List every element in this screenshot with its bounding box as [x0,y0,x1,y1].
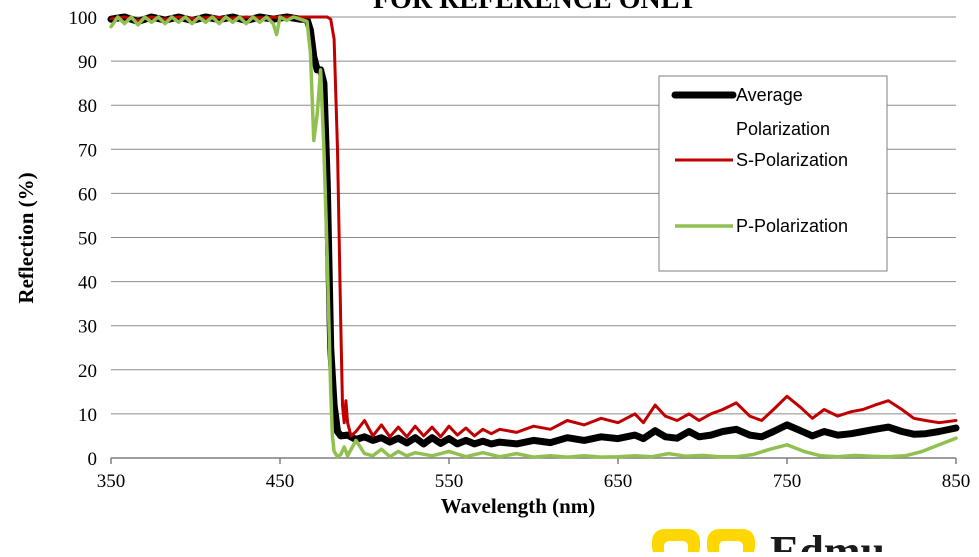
series-line-p [109,15,958,459]
legend: Average Polarization S-Polarization P-Po… [658,75,888,272]
legend-label-s: S-Polarization [736,150,848,170]
x-tick-label: 750 [773,471,802,492]
y-tick-label: 30 [78,317,97,338]
x-tick-label: 550 [435,471,464,492]
chart-title: FOR REFERENCE ONLY [373,0,697,15]
x-tick-label: 350 [97,471,126,492]
y-tick-label: 60 [78,184,97,205]
y-tick-label: 100 [69,8,98,29]
y-tick-label: 50 [78,229,97,250]
y-tick-label: 80 [78,96,97,117]
y-tick-label: 70 [78,140,97,161]
y-tick-label: 20 [78,361,97,382]
y-tick-labels: 0 10 20 30 40 50 60 70 80 90 100 [69,8,98,470]
legend-label-p: P-Polarization [736,216,848,236]
series-lines [107,13,960,459]
x-tick-marks [110,458,957,464]
y-axis-label: Reflection (%) [14,172,38,303]
x-tick-label: 650 [604,471,633,492]
gridlines [111,16,956,415]
series-line-s [109,15,958,439]
logo-mark-left-cut [664,541,688,555]
x-axis-label: Wavelength (nm) [441,494,596,518]
y-tick-label: 90 [78,52,97,73]
y-tick-label: 40 [78,273,97,294]
y-tick-label: 0 [88,449,98,470]
legend-label-average: Average [736,85,803,105]
legend-label-average-cont: Polarization [736,119,830,139]
logo-wordmark: Edmu [770,527,885,552]
y-tick-label: 10 [78,405,97,426]
x-tick-labels: 350 450 550 650 750 850 [97,471,971,492]
edmund-logo: Edmu [652,527,885,557]
x-tick-label: 450 [266,471,295,492]
logo-mark-right-cut [719,541,743,555]
legend-box [658,75,888,272]
x-tick-label: 850 [942,471,971,492]
